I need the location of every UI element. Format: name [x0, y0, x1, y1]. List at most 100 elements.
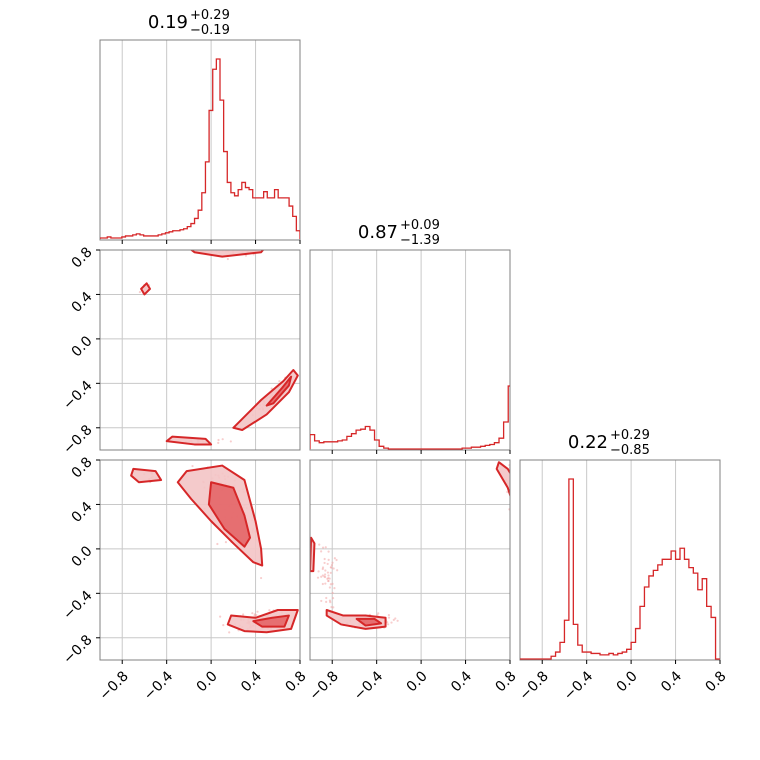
sample-point: [318, 543, 321, 546]
scatter-panel-0-content: [138, 232, 299, 446]
sample-point: [535, 531, 537, 533]
sample-point: [525, 518, 527, 520]
x-tick-label: −0.8: [306, 668, 341, 703]
sample-point: [243, 242, 245, 244]
sample-point: [531, 528, 533, 530]
sample-point: [221, 438, 224, 441]
sample-point: [327, 550, 330, 553]
sample-point: [513, 522, 515, 524]
sample-point: [242, 613, 245, 616]
sample-point: [226, 257, 229, 261]
sample-point: [521, 540, 523, 542]
sample-point: [515, 485, 517, 487]
sample-point: [527, 530, 529, 532]
contour-outer: [310, 536, 316, 573]
sample-point: [521, 564, 523, 566]
sample-point: [233, 241, 235, 243]
sample-point: [516, 526, 518, 528]
sample-point: [248, 247, 250, 249]
sample-point: [324, 582, 327, 585]
sample-point: [333, 587, 336, 590]
sample-point: [387, 614, 390, 617]
sample-point: [246, 245, 248, 247]
sample-point: [240, 242, 242, 244]
sample-point: [224, 456, 226, 458]
sample-point: [530, 548, 532, 550]
sample-point: [521, 480, 523, 482]
sample-point: [231, 234, 233, 236]
sample-point: [517, 507, 519, 509]
sample-point: [515, 498, 517, 500]
sample-point: [226, 232, 228, 234]
y-tick-label: −0.4: [60, 378, 95, 413]
contour-inner: [207, 481, 251, 548]
sample-point: [514, 498, 516, 500]
sample-point: [226, 237, 228, 239]
sample-point: [512, 494, 514, 496]
sample-point: [514, 495, 516, 497]
sample-point: [331, 597, 335, 600]
sample-point: [325, 600, 328, 603]
sample-point: [301, 617, 303, 619]
sample-point: [210, 245, 212, 247]
sample-point: [259, 235, 261, 237]
sample-point: [514, 482, 516, 484]
sample-point: [333, 557, 336, 560]
sample-point: [225, 241, 227, 243]
sample-point: [517, 501, 519, 503]
x-tick-label: 0.0: [194, 668, 221, 695]
sample-point: [323, 557, 326, 561]
sample-point: [317, 570, 320, 573]
sample-point: [521, 494, 523, 496]
sample-point: [316, 576, 320, 579]
sample-point: [251, 247, 253, 249]
sample-point: [327, 574, 330, 577]
sample-point: [242, 245, 244, 247]
y-tick-label: −0.4: [60, 588, 95, 623]
contour-inner: [265, 375, 293, 407]
sample-point: [513, 451, 515, 453]
contour-inner: [252, 614, 290, 628]
sample-point: [320, 599, 323, 603]
sample-point: [524, 515, 526, 517]
sample-point: [517, 496, 519, 498]
sample-point: [521, 492, 523, 494]
sample-point: [515, 474, 517, 476]
sample-point: [203, 245, 205, 247]
sample-point: [515, 485, 517, 487]
sample-point: [514, 494, 516, 496]
sample-point: [217, 441, 220, 444]
sample-point: [517, 534, 519, 536]
sample-point: [249, 245, 251, 247]
sample-point: [245, 242, 247, 244]
sample-point: [254, 245, 256, 247]
sample-point: [258, 244, 260, 246]
sample-point: [222, 245, 224, 247]
sample-point: [248, 236, 250, 238]
sample-point: [228, 631, 231, 634]
x-tick-label: 0.8: [493, 668, 520, 695]
sample-point: [523, 507, 525, 509]
sample-point: [219, 615, 222, 618]
sample-point: [323, 561, 326, 565]
sample-point: [517, 505, 519, 507]
sample-point: [524, 503, 526, 505]
sample-point: [523, 558, 525, 560]
sample-point: [224, 241, 226, 243]
hist-2-frame: [519, 459, 721, 661]
sample-point: [524, 536, 526, 538]
sample-point: [254, 245, 256, 247]
sample-point: [330, 605, 333, 609]
sample-point: [514, 498, 516, 500]
sample-point: [390, 621, 393, 624]
title-plus-error: +0.29: [190, 8, 230, 23]
sample-point: [191, 464, 194, 468]
sample-point: [234, 234, 236, 236]
panel-title-0: 0.19 +0.29−0.19: [148, 8, 230, 38]
sample-point: [525, 529, 527, 531]
scatter-panel-2-content: [310, 451, 537, 630]
sample-point: [213, 242, 215, 244]
sample-point: [517, 497, 519, 499]
sample-point: [376, 614, 379, 617]
sample-point: [224, 541, 228, 544]
